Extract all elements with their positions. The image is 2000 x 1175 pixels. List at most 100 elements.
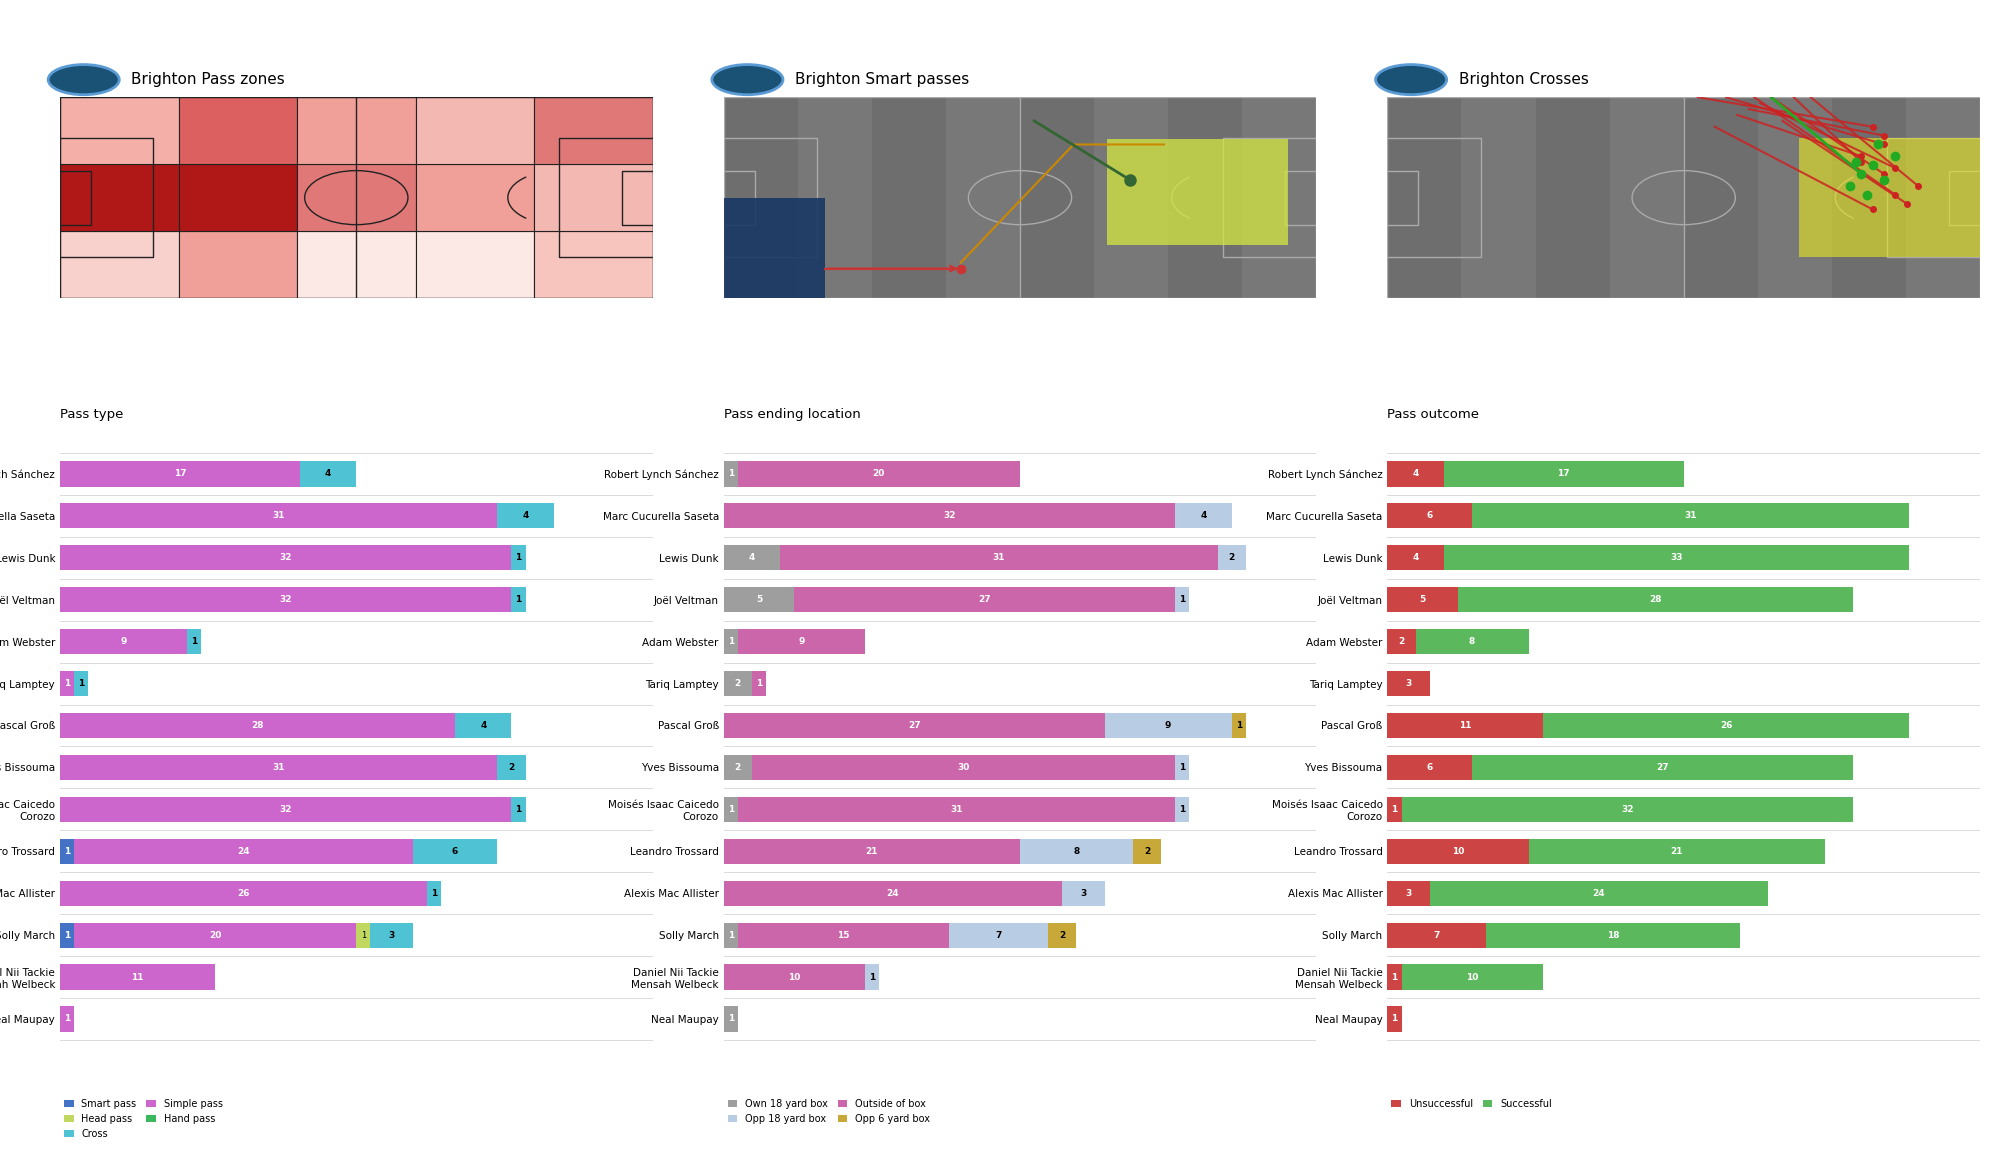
Bar [1048, 922, 1076, 948]
Text: 26: 26 [1720, 721, 1732, 730]
Bar [74, 671, 88, 696]
Text: 20: 20 [872, 470, 886, 478]
Bar [74, 922, 356, 948]
Legend: Unsuccessful, Successful: Unsuccessful, Successful [1388, 1095, 1556, 1113]
Text: 10: 10 [1452, 847, 1464, 855]
Text: 1: 1 [360, 931, 366, 940]
Text: 1: 1 [756, 679, 762, 689]
Bar [1388, 797, 1402, 821]
Bar [1472, 503, 1910, 529]
Text: 1: 1 [64, 1014, 70, 1023]
Text: 3: 3 [1406, 679, 1412, 689]
Bar [1388, 1006, 1402, 1032]
Bar [1388, 671, 1430, 696]
Text: Pass type: Pass type [60, 408, 124, 421]
Text: 4: 4 [1200, 511, 1206, 521]
Bar [738, 462, 1020, 486]
Text: 31: 31 [272, 511, 284, 521]
Bar [1176, 588, 1190, 612]
Bar [1430, 880, 1768, 906]
Text: 8: 8 [1468, 637, 1476, 646]
Text: 1: 1 [64, 847, 70, 855]
Bar [738, 629, 864, 654]
Bar [1388, 503, 1472, 529]
Bar [1444, 462, 1684, 486]
Text: 9: 9 [1164, 721, 1172, 730]
Text: 32: 32 [944, 511, 956, 521]
Circle shape [1376, 65, 1446, 95]
Bar [1458, 588, 1854, 612]
Text: 7: 7 [996, 931, 1002, 940]
Bar [724, 462, 738, 486]
Bar [738, 797, 1176, 821]
Bar [60, 797, 512, 821]
Bar [1416, 629, 1528, 654]
Bar [950, 922, 1048, 948]
Bar [780, 545, 1218, 570]
Bar [794, 588, 1176, 612]
Bar [1020, 839, 1132, 864]
Bar [1218, 545, 1246, 570]
Text: 24: 24 [886, 888, 900, 898]
Text: Pass ending location: Pass ending location [724, 408, 860, 421]
Bar [724, 713, 1104, 738]
Text: 32: 32 [280, 553, 292, 563]
Bar [60, 754, 498, 780]
Bar [1472, 754, 1854, 780]
Text: 2: 2 [1144, 847, 1150, 855]
Bar [1388, 462, 1444, 486]
Bar [74, 839, 412, 864]
Text: 1: 1 [728, 805, 734, 814]
Text: 1: 1 [516, 596, 522, 604]
Bar [60, 588, 512, 612]
Text: 2: 2 [1398, 637, 1404, 646]
Bar [724, 629, 738, 654]
Text: 2: 2 [1228, 553, 1234, 563]
Bar [1388, 922, 1486, 948]
Circle shape [712, 65, 782, 95]
Text: 3: 3 [1406, 888, 1412, 898]
Text: 6: 6 [452, 847, 458, 855]
Text: 1: 1 [64, 679, 70, 689]
Text: 3: 3 [388, 931, 394, 940]
Bar [724, 965, 864, 989]
Bar [60, 965, 216, 989]
Bar [60, 713, 456, 738]
Text: 11: 11 [132, 973, 144, 981]
Text: 31: 31 [1684, 511, 1698, 521]
Bar [412, 839, 498, 864]
Text: 1: 1 [868, 973, 874, 981]
Bar [1528, 839, 1824, 864]
Bar [724, 797, 738, 821]
Text: 5: 5 [1420, 596, 1426, 604]
Text: 17: 17 [174, 470, 186, 478]
Text: 1: 1 [1180, 805, 1186, 814]
Text: 1: 1 [1392, 1014, 1398, 1023]
Bar [1388, 629, 1416, 654]
Bar [426, 880, 440, 906]
Text: 4: 4 [748, 553, 756, 563]
Bar [724, 754, 752, 780]
Bar [1388, 588, 1458, 612]
Text: 32: 32 [1622, 805, 1634, 814]
Bar [1388, 965, 1402, 989]
Text: 6: 6 [1426, 763, 1432, 772]
Text: 1: 1 [516, 805, 522, 814]
Text: 10: 10 [1466, 973, 1478, 981]
Text: 4: 4 [480, 721, 486, 730]
Text: 27: 27 [978, 596, 992, 604]
Text: 4: 4 [1412, 470, 1418, 478]
Text: 1: 1 [190, 637, 198, 646]
Text: 24: 24 [238, 847, 250, 855]
Text: 21: 21 [1670, 847, 1682, 855]
Text: 8: 8 [1074, 847, 1080, 855]
Text: 5: 5 [756, 596, 762, 604]
Text: 9: 9 [798, 637, 804, 646]
Text: 1: 1 [1392, 805, 1398, 814]
Bar [60, 545, 512, 570]
Bar [1062, 880, 1104, 906]
Text: 2: 2 [734, 763, 740, 772]
Bar [724, 922, 738, 948]
Legend: Smart pass, Head pass, Cross, Simple pass, Hand pass: Smart pass, Head pass, Cross, Simple pas… [60, 1095, 226, 1142]
Bar [1402, 797, 1854, 821]
